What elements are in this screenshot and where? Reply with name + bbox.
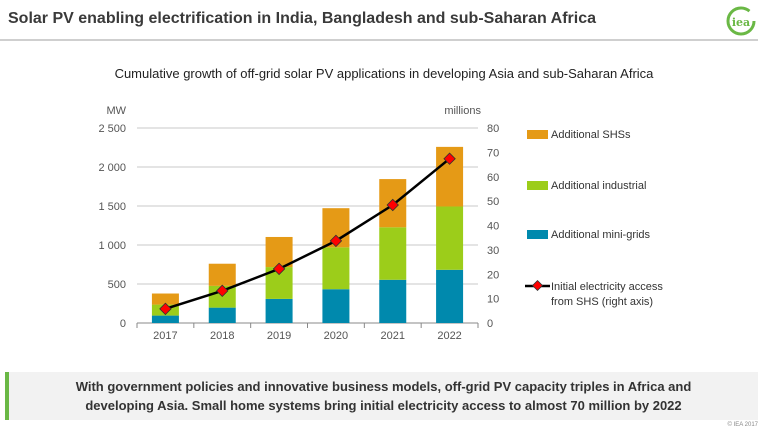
line-marker — [386, 198, 399, 212]
y-tick-label: 2 500 — [98, 123, 126, 135]
copyright: © IEA 2017 — [727, 422, 758, 428]
y-tick-label: 500 — [108, 279, 126, 291]
y2-axis-label: millions — [444, 105, 481, 117]
bar-additional-shss — [208, 263, 236, 286]
y2-tick-label: 30 — [487, 245, 499, 257]
legend-swatch — [527, 181, 548, 190]
legend-label: Additional SHSs — [551, 129, 631, 141]
bar-additional-mini-grids — [322, 289, 350, 323]
line-marker — [329, 234, 343, 248]
line-electricity-access — [165, 157, 451, 311]
title-divider — [0, 39, 758, 41]
legend-label: from SHS (right axis) — [551, 296, 653, 308]
line-marker — [216, 284, 229, 298]
svg-text:iea: iea — [732, 16, 750, 29]
key-message-line-1: With government policies and innovative … — [75, 379, 692, 394]
key-message-line-2: developing Asia. Small home systems brin… — [85, 398, 682, 413]
line-marker — [272, 262, 286, 276]
x-tick-label: 2021 — [381, 330, 405, 342]
y2-tick-label: 80 — [487, 123, 499, 135]
y2-tick-label: 0 — [487, 318, 493, 330]
bar-additional-mini-grids — [208, 307, 236, 323]
y2-tick-label: 70 — [487, 147, 499, 159]
legend-swatch — [527, 130, 548, 139]
y2-tick-label: 10 — [487, 294, 499, 306]
y2-tick-label: 50 — [487, 196, 499, 208]
chart-title: Cumulative growth of off-grid solar PV a… — [114, 66, 654, 81]
bar-additional-industrial — [436, 206, 464, 270]
bar-additional-shss — [265, 236, 293, 268]
legend-label: Additional mini-grids — [551, 229, 651, 241]
legend-label: Initial electricity access — [551, 281, 663, 293]
line-marker — [159, 302, 172, 316]
line-marker — [443, 152, 456, 165]
x-tick-label: 2022 — [437, 330, 461, 342]
key-message: With government policies and innovative … — [5, 372, 758, 420]
bar-additional-industrial — [379, 227, 407, 280]
bar-additional-mini-grids — [436, 269, 464, 323]
bar-additional-mini-grids — [265, 298, 293, 323]
x-tick-label: 2019 — [267, 330, 291, 342]
legend-swatch — [527, 230, 548, 239]
bar-additional-mini-grids — [379, 279, 407, 323]
bar-additional-shss — [151, 293, 179, 305]
x-tick-label: 2018 — [210, 330, 234, 342]
y2-tick-label: 20 — [487, 269, 499, 281]
x-tick-label: 2017 — [153, 330, 177, 342]
y2-tick-label: 60 — [487, 172, 499, 184]
legend-marker — [531, 279, 544, 292]
y-axis-label: MW — [106, 105, 126, 117]
iea-logo: iea — [726, 6, 756, 36]
y-tick-label: 1 500 — [98, 201, 126, 213]
page-title: Solar PV enabling electrification in Ind… — [8, 10, 596, 27]
x-tick-label: 2020 — [324, 330, 348, 342]
y-tick-label: 1 000 — [98, 240, 126, 252]
y-tick-label: 2 000 — [98, 162, 126, 174]
bar-additional-mini-grids — [151, 315, 179, 323]
y-tick-label: 0 — [120, 318, 126, 330]
bar-additional-industrial — [322, 247, 350, 290]
y2-tick-label: 40 — [487, 221, 499, 233]
legend-label: Additional industrial — [551, 180, 646, 192]
